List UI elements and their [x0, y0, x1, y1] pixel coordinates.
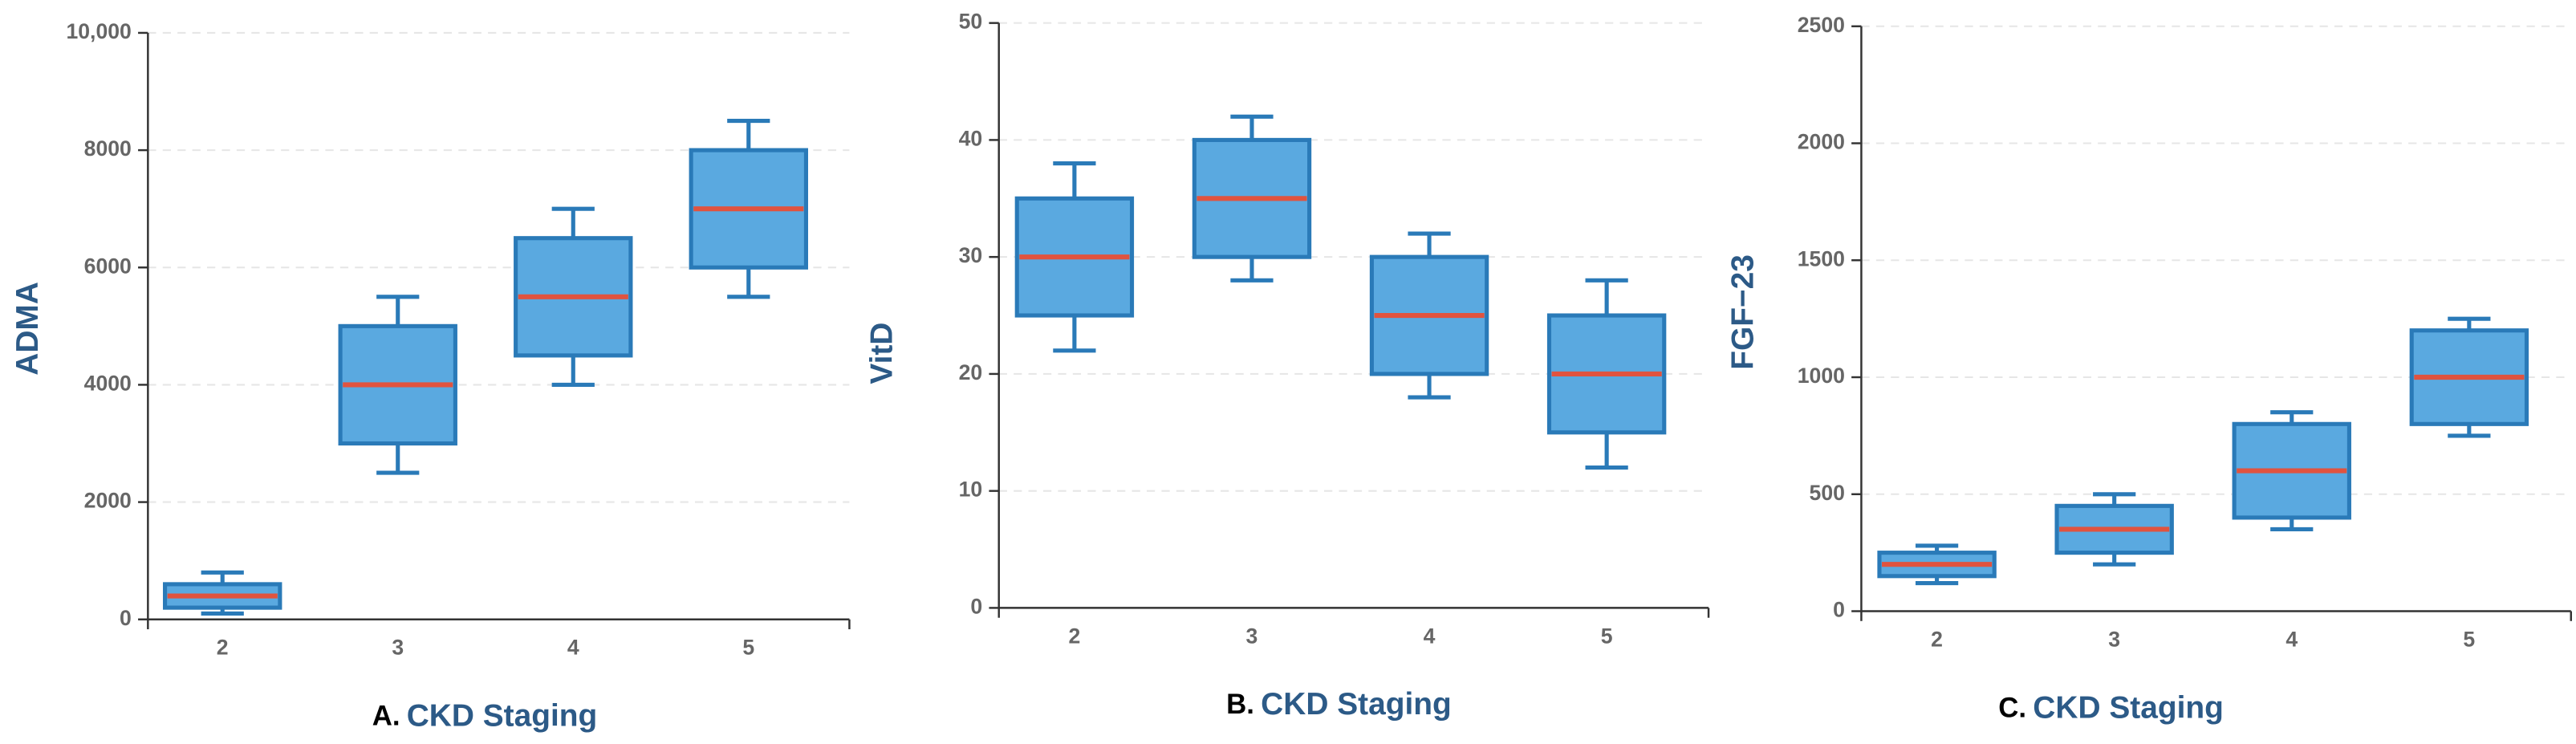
x-tick-label: 4 [2285, 627, 2298, 651]
y-tick-label: 30 [959, 243, 983, 267]
y-tick-label: 0 [970, 594, 982, 618]
x-axis-title: CKD Staging [2033, 691, 2224, 726]
x-tick-label: 3 [1246, 624, 1258, 648]
panel-label: B. [1226, 689, 1254, 720]
panel-label: C. [1998, 693, 2026, 724]
y-tick-label: 20 [959, 360, 983, 384]
y-tick-label: 10,000 [66, 19, 131, 43]
y-tick-label: 2000 [1798, 130, 1845, 154]
y-tick-label: 2000 [84, 489, 132, 513]
panel-label: A. [372, 701, 400, 732]
y-axis-title: FGF−23 [1725, 254, 1760, 370]
y-tick-label: 500 [1810, 481, 1845, 505]
y-tick-label: 40 [959, 126, 983, 150]
y-tick-label: 10 [959, 478, 983, 502]
y-axis-title: VitD [865, 323, 900, 384]
x-axis-title-group: C. CKD Staging [1998, 691, 2224, 726]
x-axis-title-group: A. CKD Staging [372, 699, 598, 734]
y-tick-label: 4000 [84, 371, 132, 395]
x-tick-label: 2 [1068, 624, 1080, 648]
x-axis-title-group: B. CKD Staging [1226, 688, 1452, 722]
y-tick-label: 50 [959, 10, 983, 34]
y-tick-label: 8000 [84, 136, 132, 161]
y-tick-label: 1500 [1798, 246, 1845, 270]
y-tick-label: 0 [120, 606, 132, 630]
x-tick-label: 5 [742, 636, 754, 660]
x-axis-title: CKD Staging [407, 699, 598, 734]
x-tick-label: 3 [2108, 627, 2120, 651]
y-tick-label: 2500 [1798, 13, 1845, 37]
x-tick-label: 2 [1931, 627, 1943, 651]
x-axis-title: CKD Staging [1261, 688, 1452, 722]
x-tick-label: 5 [2463, 627, 2475, 651]
y-tick-label: 1000 [1798, 364, 1845, 388]
x-tick-label: 4 [567, 636, 579, 660]
y-tick-label: 0 [1833, 598, 1845, 622]
y-tick-label: 6000 [84, 254, 132, 278]
y-axis-title: ADMA [10, 282, 45, 376]
x-tick-label: 5 [1601, 624, 1613, 648]
x-tick-label: 3 [392, 636, 404, 660]
x-tick-label: 2 [217, 636, 229, 660]
x-tick-label: 4 [1424, 624, 1436, 648]
